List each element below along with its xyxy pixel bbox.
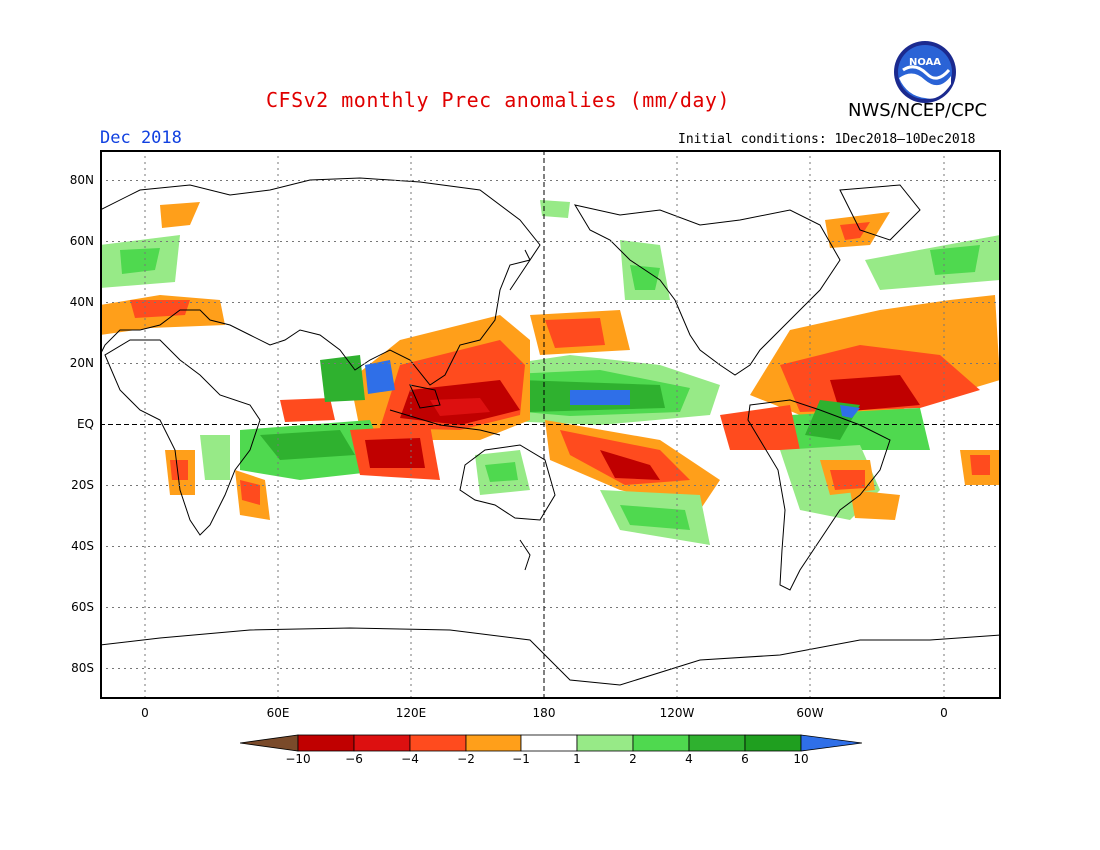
colorbar <box>240 734 862 752</box>
colorbar-label: 10 <box>793 752 809 766</box>
colorbar-label: −6 <box>345 752 363 766</box>
colorbar-segment <box>297 734 355 752</box>
y-tick-label: EQ <box>76 417 94 431</box>
y-tick-label: 60S <box>71 600 94 614</box>
y-tick-label: 80N <box>69 173 94 187</box>
colorbar-label: −2 <box>457 752 475 766</box>
y-tick-label: 80S <box>71 661 94 675</box>
gridlines <box>100 150 1001 699</box>
coastlines <box>99 177 1002 686</box>
x-tick-label: 0 <box>940 706 948 720</box>
noaa-logo: NOAA <box>894 41 956 103</box>
colorbar-label: 1 <box>573 752 581 766</box>
y-tick-label: 40S <box>71 539 94 553</box>
colorbar-segment <box>744 734 802 752</box>
colorbar-segment <box>576 734 634 752</box>
y-tick-label: 20N <box>69 356 94 370</box>
y-tick-label: 40N <box>69 295 94 309</box>
colorbar-label: 6 <box>741 752 749 766</box>
initial-conditions-label: Initial conditions: 1Dec2018–10Dec2018 <box>678 132 976 147</box>
month-label: Dec 2018 <box>100 128 182 148</box>
colorbar-label: 4 <box>685 752 693 766</box>
anomaly-fields <box>100 200 1000 545</box>
agency-label: NWS/NCEP/CPC <box>848 100 988 121</box>
colorbar-segment <box>632 734 690 752</box>
x-tick-label: 120E <box>395 706 427 720</box>
colorbar-segment <box>520 734 578 752</box>
colorbar-segment <box>240 734 299 752</box>
map-canvas <box>99 150 1002 699</box>
x-tick-label: 0 <box>141 706 149 720</box>
colorbar-label: −10 <box>285 752 311 766</box>
colorbar-segment <box>409 734 467 752</box>
colorbar-segment <box>688 734 746 752</box>
colorbar-segment <box>800 734 862 752</box>
colorbar-label: −1 <box>512 752 530 766</box>
colorbar-segment <box>465 734 522 752</box>
x-tick-label: 60W <box>796 706 824 720</box>
logo-text: NOAA <box>909 57 941 68</box>
precip-anomaly-map <box>99 150 1002 699</box>
x-tick-label: 120W <box>659 706 695 720</box>
colorbar-label: 2 <box>629 752 637 766</box>
y-tick-label: 60N <box>69 234 94 248</box>
colorbar-label: −4 <box>401 752 419 766</box>
x-tick-label: 180 <box>532 706 556 720</box>
colorbar-segment <box>353 734 411 752</box>
chart-title: CFSv2 monthly Prec anomalies (mm/day) <box>265 88 731 112</box>
y-tick-label: 20S <box>71 478 94 492</box>
x-tick-label: 60E <box>266 706 290 720</box>
